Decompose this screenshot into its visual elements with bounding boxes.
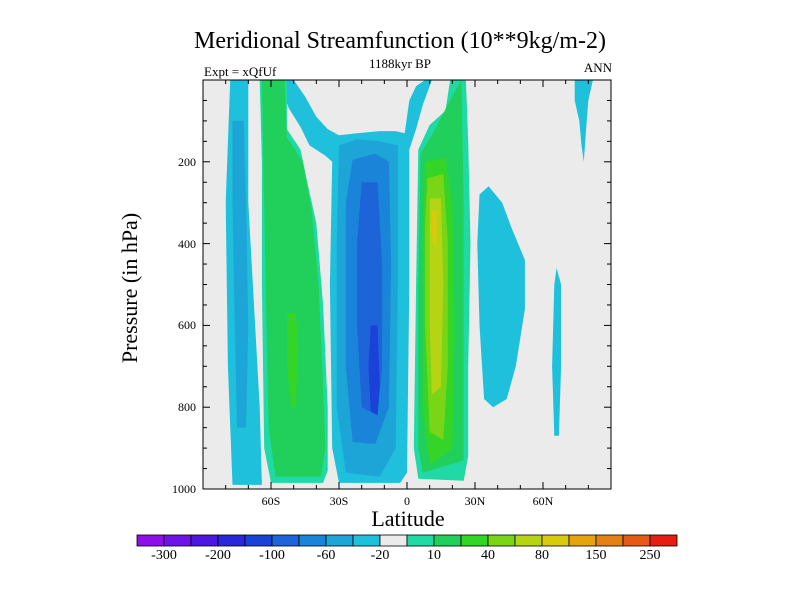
x-tick-label: 30S <box>329 494 349 508</box>
colorbar-swatch <box>541 534 570 547</box>
contour-region <box>429 198 444 395</box>
x-tick-label: 60S <box>261 494 281 508</box>
colorbar-swatch <box>406 534 435 547</box>
time-label: 1188kyr BP <box>369 56 431 71</box>
colorbar-swatch <box>514 534 543 547</box>
colorbar-swatch <box>433 534 462 547</box>
colorbar-swatch <box>460 534 489 547</box>
colorbar-swatch <box>325 534 354 547</box>
chart-title: Meridional Streamfunction (10**9kg/m-2) <box>194 28 606 54</box>
colorbar-label: 10 <box>427 548 441 563</box>
contour-region <box>431 210 437 248</box>
experiment-label: Expt = xQfUf <box>204 64 277 79</box>
colorbar-label: 40 <box>481 548 495 563</box>
y-tick-label: 200 <box>178 154 196 169</box>
colorbar-swatch <box>271 534 300 547</box>
colorbar-swatch <box>298 534 327 547</box>
colorbar-swatch <box>217 534 246 547</box>
plot-frame <box>202 79 612 490</box>
contour-region <box>477 186 525 408</box>
y-tick-label: 1000 <box>172 482 196 496</box>
colorbar-swatch <box>244 534 273 547</box>
x-tick-label: 60N <box>532 494 554 508</box>
contour-region <box>574 80 593 162</box>
colorbar-label: -300 <box>151 548 177 563</box>
y-tick-label: 800 <box>178 400 196 415</box>
x-tick-label: 30N <box>464 494 486 508</box>
colorbar-swatch <box>568 534 597 547</box>
colorbar-label: -60 <box>316 548 336 563</box>
y-tick-label: 400 <box>178 236 196 251</box>
colorbar-swatch <box>163 534 192 547</box>
colorbar-swatch <box>487 534 516 547</box>
contour-region <box>261 80 326 477</box>
contour-region <box>232 120 249 428</box>
colorbar-swatch <box>649 534 678 547</box>
colorbar-label: 250 <box>639 548 661 563</box>
contour-region <box>368 325 380 416</box>
colorbar-label: 150 <box>585 548 607 563</box>
season-label: ANN <box>583 60 612 75</box>
colorbar-label: -200 <box>205 548 231 563</box>
colorbar-swatch <box>190 534 219 547</box>
colorbar-swatch <box>352 534 381 547</box>
x-axis-label: Latitude <box>371 506 445 531</box>
contour-region <box>552 268 562 436</box>
colorbar-swatch <box>622 534 651 547</box>
colorbar-label: 80 <box>535 548 549 563</box>
colorbar-label: -20 <box>370 548 390 563</box>
colorbar-swatch <box>379 534 408 547</box>
y-tick-label: 600 <box>178 318 196 333</box>
x-tick-label: 0 <box>404 494 410 508</box>
colorbar-label: -100 <box>259 548 285 563</box>
colorbar-swatch <box>136 534 165 547</box>
contour-region <box>286 313 299 408</box>
colorbar-swatch <box>595 534 624 547</box>
